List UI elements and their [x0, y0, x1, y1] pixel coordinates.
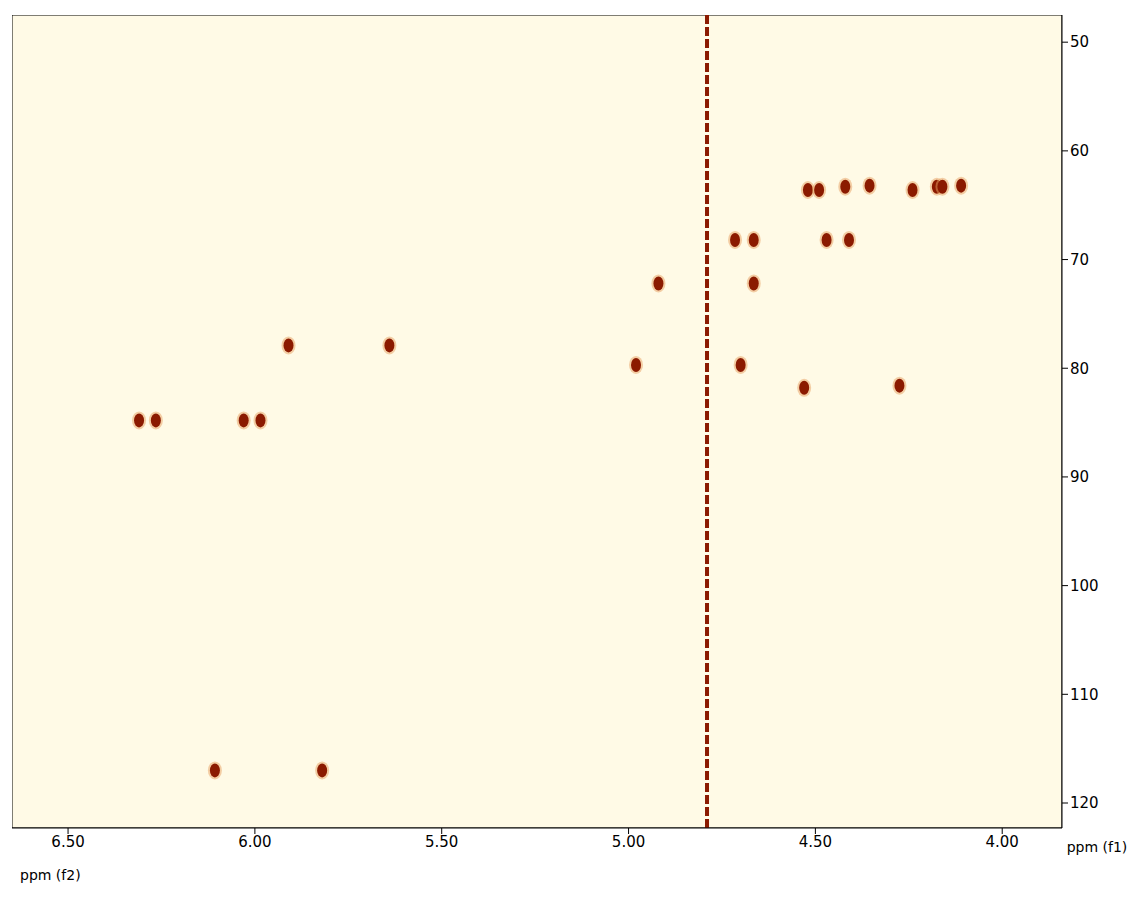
- svg-text:5.00: 5.00: [612, 833, 645, 851]
- svg-text:100: 100: [1070, 577, 1099, 595]
- svg-text:ppm (f2): ppm (f2): [20, 867, 81, 883]
- svg-text:5.50: 5.50: [425, 833, 458, 851]
- svg-text:60: 60: [1070, 142, 1089, 160]
- svg-text:6.00: 6.00: [238, 833, 271, 851]
- svg-text:110: 110: [1070, 686, 1099, 704]
- svg-text:70: 70: [1070, 251, 1089, 269]
- svg-text:4.50: 4.50: [799, 833, 832, 851]
- svg-text:80: 80: [1070, 360, 1089, 378]
- svg-text:50: 50: [1070, 33, 1089, 51]
- svg-text:90: 90: [1070, 468, 1089, 486]
- svg-text:ppm (f1): ppm (f1): [1067, 839, 1128, 855]
- svg-text:4.00: 4.00: [986, 833, 1019, 851]
- svg-text:6.50: 6.50: [51, 833, 84, 851]
- svg-text:120: 120: [1070, 794, 1099, 812]
